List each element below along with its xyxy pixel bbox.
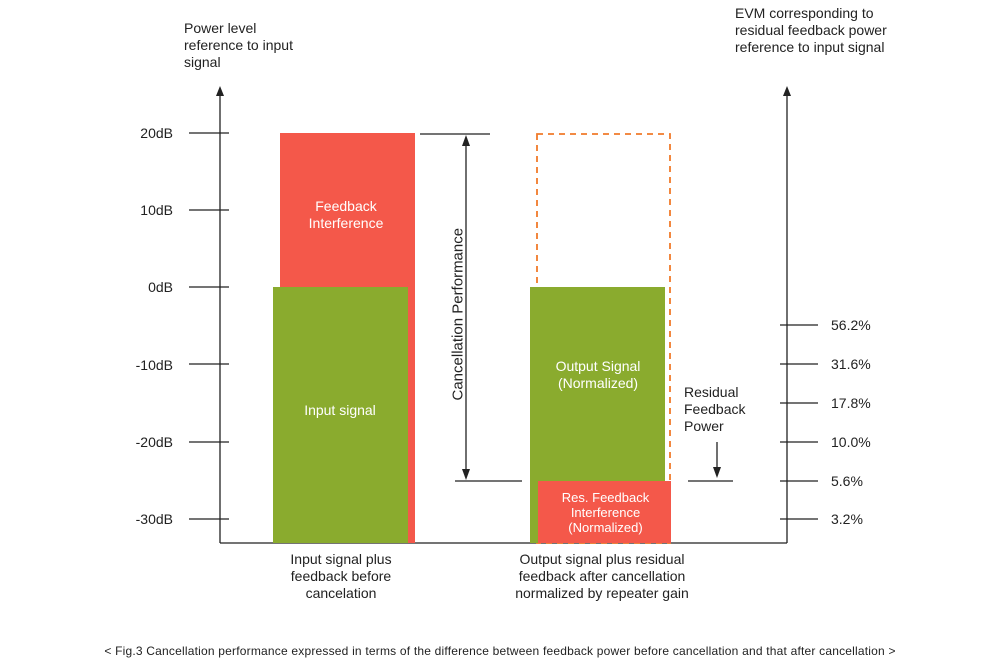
cancellation-arrow-down: [462, 469, 470, 480]
cancellation-performance-label: Cancellation Performance: [449, 227, 467, 401]
cancellation-arrow-up: [462, 135, 470, 146]
left-tick-label: 20dB: [140, 125, 173, 141]
right-axis-title: EVM corresponding to residual feedback p…: [735, 5, 887, 55]
left-tick-label: -30dB: [135, 511, 173, 527]
left-tick-label: -10dB: [135, 357, 173, 373]
category-label-right: Output signal plus residual feedback aft…: [515, 551, 689, 601]
right-tick-label: 56.2%: [831, 317, 871, 333]
left-tick-label: 0dB: [148, 279, 173, 295]
right-axis-ticks: [780, 324, 818, 520]
right-tick-label: 5.6%: [831, 473, 863, 489]
left-tick-label: -20dB: [135, 434, 173, 450]
residual-arrow-head: [713, 467, 721, 478]
figure-caption: < Fig.3 Cancellation performance express…: [104, 644, 896, 658]
res-feedback-bar: [538, 481, 671, 543]
output-signal-label: Output Signal (Normalized): [555, 358, 641, 391]
left-axis-ticks: [189, 132, 229, 520]
residual-feedback-power-label: Residual Feedback Power: [684, 384, 746, 434]
input-signal-bar: [273, 287, 408, 543]
feedback-interference-label: Feedback Interference: [308, 198, 384, 231]
left-axis-arrow: [216, 86, 224, 96]
right-axis-arrow: [783, 86, 791, 96]
res-feedback-label: Res. Feedback Interference (Normalized): [561, 490, 650, 535]
left-tick-label: 10dB: [140, 202, 173, 218]
input-signal-label: Input signal: [304, 402, 376, 418]
right-tick-label: 17.8%: [831, 395, 871, 411]
right-tick-label: 3.2%: [831, 511, 863, 527]
category-label-left: Input signal plus feedback before cancel…: [290, 551, 392, 601]
right-tick-label: 10.0%: [831, 434, 871, 450]
left-axis-title: Power level reference to input signal: [184, 20, 293, 70]
right-tick-label: 31.6%: [831, 356, 871, 372]
